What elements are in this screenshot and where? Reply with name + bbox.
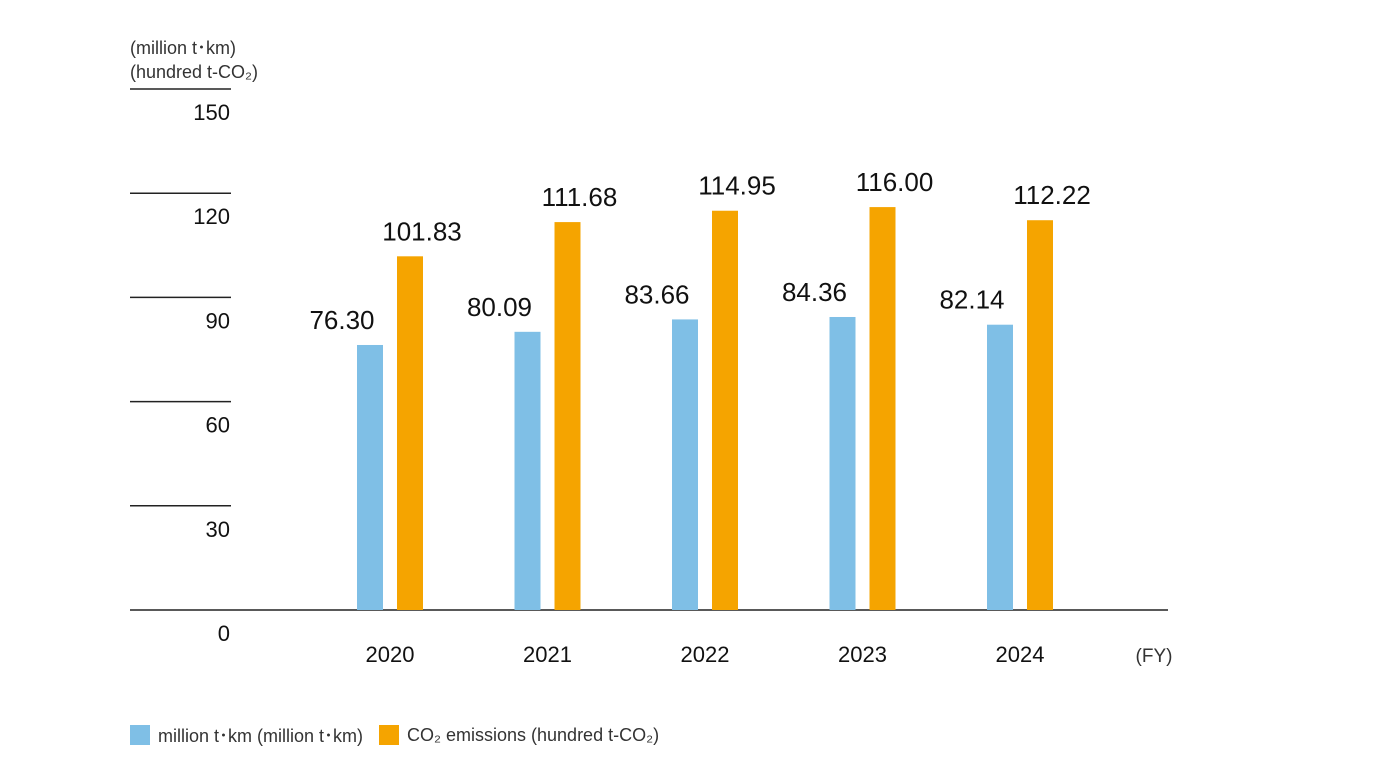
x-tick-label-2021: 2021 bbox=[523, 642, 572, 667]
data-label-co2-2021: 111.68 bbox=[542, 182, 618, 212]
bar-co2-2024 bbox=[1027, 220, 1053, 610]
y-tick-label-60: 60 bbox=[206, 413, 230, 438]
data-label-co2-2024: 112.22 bbox=[1013, 180, 1091, 210]
legend-swatch-tkm bbox=[130, 725, 150, 745]
bar-tkm-2020 bbox=[357, 344, 383, 610]
bar-tkm-2023 bbox=[829, 316, 856, 610]
data-label-tkm-2023: 84.36 bbox=[782, 277, 847, 307]
legend-label-tkm: million t･km (million t･km) bbox=[158, 726, 364, 746]
legend-swatch-co2 bbox=[379, 725, 400, 745]
x-axis-unit-label: (FY) bbox=[1136, 646, 1173, 667]
y-tick-label-90: 90 bbox=[206, 308, 230, 333]
data-label-co2-2020: 101.83 bbox=[382, 216, 462, 246]
legend-item-tkm: million t･km (million t･km) bbox=[130, 722, 363, 748]
bar-tkm-2024 bbox=[987, 324, 1013, 610]
legend-label-co2: CO₂ emissions (hundred t-CO₂) bbox=[407, 724, 660, 745]
data-label-tkm-2024: 82.14 bbox=[939, 285, 1004, 315]
x-tick-label-2024: 2024 bbox=[996, 642, 1045, 667]
legend: million t･km (million t･km) CO₂ emission… bbox=[130, 722, 675, 748]
data-label-tkm-2021: 80.09 bbox=[467, 292, 532, 322]
data-label-tkm-2022: 83.66 bbox=[624, 279, 689, 309]
data-label-tkm-2020: 76.30 bbox=[309, 305, 374, 335]
y-axis-unit-label: (million t･km) bbox=[130, 38, 236, 58]
bar-co2-2023 bbox=[869, 207, 896, 611]
bar-co2-2021 bbox=[554, 222, 581, 610]
y-axis-unit-label-2: (hundred t-CO₂) bbox=[130, 62, 259, 82]
bar-co2-2020 bbox=[397, 256, 423, 610]
x-tick-label-2022: 2022 bbox=[681, 642, 730, 667]
x-tick-label-2020: 2020 bbox=[366, 642, 415, 667]
y-tick-label-150: 150 bbox=[193, 100, 230, 125]
data-label-co2-2022: 114.95 bbox=[698, 171, 776, 201]
data-label-co2-2023: 116.00 bbox=[856, 167, 934, 197]
y-tick-label-0: 0 bbox=[218, 621, 230, 646]
x-tick-label-2023: 2023 bbox=[838, 642, 887, 667]
y-tick-label-30: 30 bbox=[206, 517, 230, 542]
bar-tkm-2021 bbox=[514, 331, 541, 610]
y-tick-label-120: 120 bbox=[193, 204, 230, 229]
bar-co2-2022 bbox=[712, 210, 738, 610]
legend-item-co2: CO₂ emissions (hundred t-CO₂) bbox=[379, 725, 659, 746]
bar-tkm-2022 bbox=[672, 319, 698, 610]
